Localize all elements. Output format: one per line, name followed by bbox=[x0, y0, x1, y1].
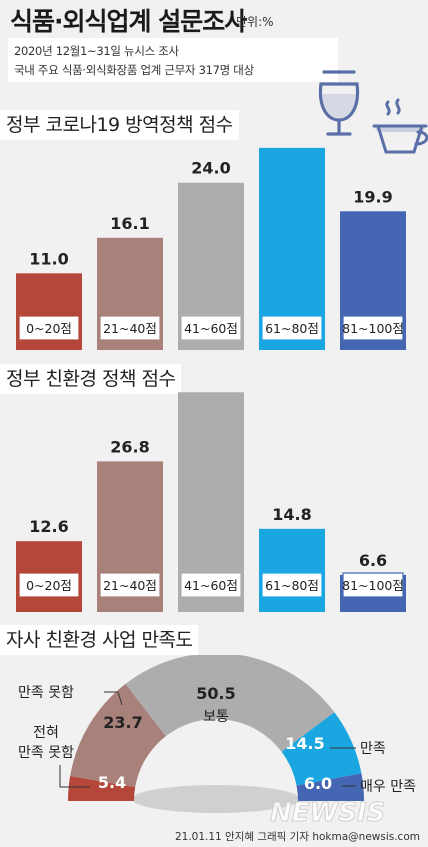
category-label: 21~40점 bbox=[103, 578, 157, 593]
category-label: 41~60점 bbox=[184, 578, 238, 593]
bar-value-label: 26.8 bbox=[110, 437, 149, 456]
bar-value-label: 11.0 bbox=[29, 249, 68, 268]
slice-category-label: 만족 못함 bbox=[18, 745, 74, 761]
bar-value-label: 24.0 bbox=[191, 159, 230, 178]
slice-value-label: 6.0 bbox=[304, 774, 332, 793]
category-label: 0~20점 bbox=[26, 578, 72, 593]
category-label-box bbox=[180, 315, 242, 341]
bar-value-label: 14.8 bbox=[272, 505, 311, 524]
slice-value-label: 5.4 bbox=[98, 773, 126, 792]
newsis-watermark: NEWSIS bbox=[270, 798, 386, 829]
donut-slice-1 bbox=[68, 776, 136, 801]
survey-period: 2020년 12월1~31일 뉴시스 조사 bbox=[14, 44, 179, 58]
slice-category-label: 보통 bbox=[203, 709, 229, 725]
coffee-cup-icon bbox=[372, 98, 428, 154]
bar-value-label: 16.1 bbox=[110, 214, 149, 233]
eco-section-title: 정부 친환경 정책 점수 bbox=[0, 364, 182, 394]
category-label-box bbox=[342, 572, 404, 598]
category-label-box bbox=[180, 572, 242, 598]
donut-slice-2 bbox=[70, 683, 166, 788]
slice-category-label: 만족 못함 bbox=[18, 685, 74, 701]
donut-slice-5 bbox=[296, 773, 364, 801]
survey-target: 국내 주요 식품·외식화장품 업계 근무자 317명 대상 bbox=[14, 63, 254, 77]
category-label-box bbox=[18, 315, 80, 341]
category-label-box bbox=[18, 572, 80, 598]
page-title: 식품·외식업계 설문조사 bbox=[10, 7, 247, 36]
unit-label: 단위:% bbox=[236, 15, 274, 29]
category-label: 61~80점 bbox=[265, 578, 319, 593]
category-label: 61~80점 bbox=[265, 321, 319, 336]
slice-category-label: 전혀 bbox=[33, 725, 59, 741]
satisfaction-section-title: 자사 친환경 사업 만족도 bbox=[0, 625, 199, 655]
slice-value-label: 23.7 bbox=[103, 713, 142, 732]
donut-slice-4 bbox=[281, 712, 362, 786]
category-label-box bbox=[99, 572, 161, 598]
slice-value-label: 50.5 bbox=[196, 684, 235, 703]
category-label: 0~20점 bbox=[26, 321, 72, 336]
category-label-box bbox=[261, 572, 323, 598]
eco-score-chart: 12.60~20점26.821~40점39.141~60점14.861~80점6… bbox=[16, 392, 406, 612]
category-label: 81~100점 bbox=[342, 321, 404, 336]
credit-line: 21.01.11 안지혜 그래픽 기자 hokma@newsis.com bbox=[174, 831, 420, 843]
slice-category-label: 매우 만족 bbox=[360, 779, 416, 795]
bar-4 bbox=[259, 528, 325, 612]
category-label-box bbox=[342, 315, 404, 341]
bar-value-label: 6.6 bbox=[359, 551, 387, 570]
slice-value-label: 14.5 bbox=[285, 734, 324, 753]
category-label-box bbox=[261, 315, 323, 341]
covid-section-title: 정부 코로나19 방역정책 점수 bbox=[0, 110, 239, 140]
bar-value-label: 12.6 bbox=[29, 517, 68, 536]
bar-value-label: 19.9 bbox=[353, 187, 392, 206]
covid-score-chart: 11.0 0~20점 16.1 21~40점 24.0 41~60점 29.0 61~80점 1… bbox=[16, 140, 406, 350]
leader-line bbox=[104, 691, 123, 706]
category-label: 81~100점 bbox=[342, 578, 404, 593]
category-label: 41~60점 bbox=[184, 321, 238, 336]
wine-glass-icon bbox=[318, 70, 360, 136]
svg-text:NEWSIS: NEWSIS bbox=[270, 798, 385, 828]
bar-value-label: 29.0 bbox=[272, 140, 311, 143]
leader-line bbox=[59, 765, 90, 788]
donut-inner-shadow bbox=[132, 785, 300, 813]
survey-info-box: 2020년 12월1~31일 뉴시스 조사 국내 주요 식품·외식화장품 업계 … bbox=[8, 38, 338, 82]
category-label: 21~40점 bbox=[103, 321, 157, 336]
donut-slice-3 bbox=[125, 655, 335, 752]
slice-category-label: 만족 bbox=[360, 741, 386, 757]
category-label-box bbox=[99, 315, 161, 341]
